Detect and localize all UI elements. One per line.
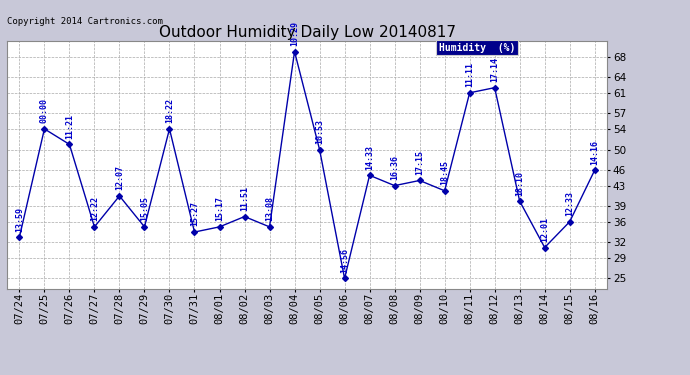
Text: 12:33: 12:33: [565, 191, 574, 216]
Text: 15:27: 15:27: [190, 201, 199, 226]
Text: 14:16: 14:16: [590, 140, 599, 165]
Text: 16:36: 16:36: [390, 155, 399, 180]
Text: 14:56: 14:56: [340, 248, 349, 273]
Text: 15:05: 15:05: [140, 196, 149, 221]
Text: 00:00: 00:00: [40, 98, 49, 123]
Text: 10:29: 10:29: [290, 21, 299, 46]
Text: 17:15: 17:15: [415, 150, 424, 175]
Text: 18:45: 18:45: [440, 160, 449, 185]
Text: 18:10: 18:10: [515, 171, 524, 195]
Text: 11:11: 11:11: [465, 62, 474, 87]
Text: 14:33: 14:33: [365, 145, 374, 170]
Title: Outdoor Humidity Daily Low 20140817: Outdoor Humidity Daily Low 20140817: [159, 25, 455, 40]
Text: 10:53: 10:53: [315, 119, 324, 144]
Text: 18:22: 18:22: [165, 98, 174, 123]
Text: 17:14: 17:14: [490, 57, 499, 82]
Text: 12:07: 12:07: [115, 165, 124, 190]
Text: 13:59: 13:59: [15, 207, 24, 232]
Text: 11:21: 11:21: [65, 114, 74, 139]
Text: 15:17: 15:17: [215, 196, 224, 221]
Text: 11:51: 11:51: [240, 186, 249, 211]
Text: 13:08: 13:08: [265, 196, 274, 221]
Text: Humidity  (%): Humidity (%): [439, 42, 515, 52]
Text: 12:22: 12:22: [90, 196, 99, 221]
Text: Copyright 2014 Cartronics.com: Copyright 2014 Cartronics.com: [7, 17, 163, 26]
Text: 12:01: 12:01: [540, 217, 549, 242]
